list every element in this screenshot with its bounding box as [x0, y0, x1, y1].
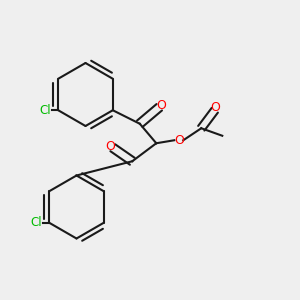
Text: O: O	[105, 140, 115, 153]
Text: O: O	[174, 134, 184, 147]
Text: O: O	[211, 101, 220, 114]
Text: Cl: Cl	[30, 216, 41, 229]
Text: O: O	[156, 99, 166, 112]
Text: Cl: Cl	[39, 104, 50, 117]
